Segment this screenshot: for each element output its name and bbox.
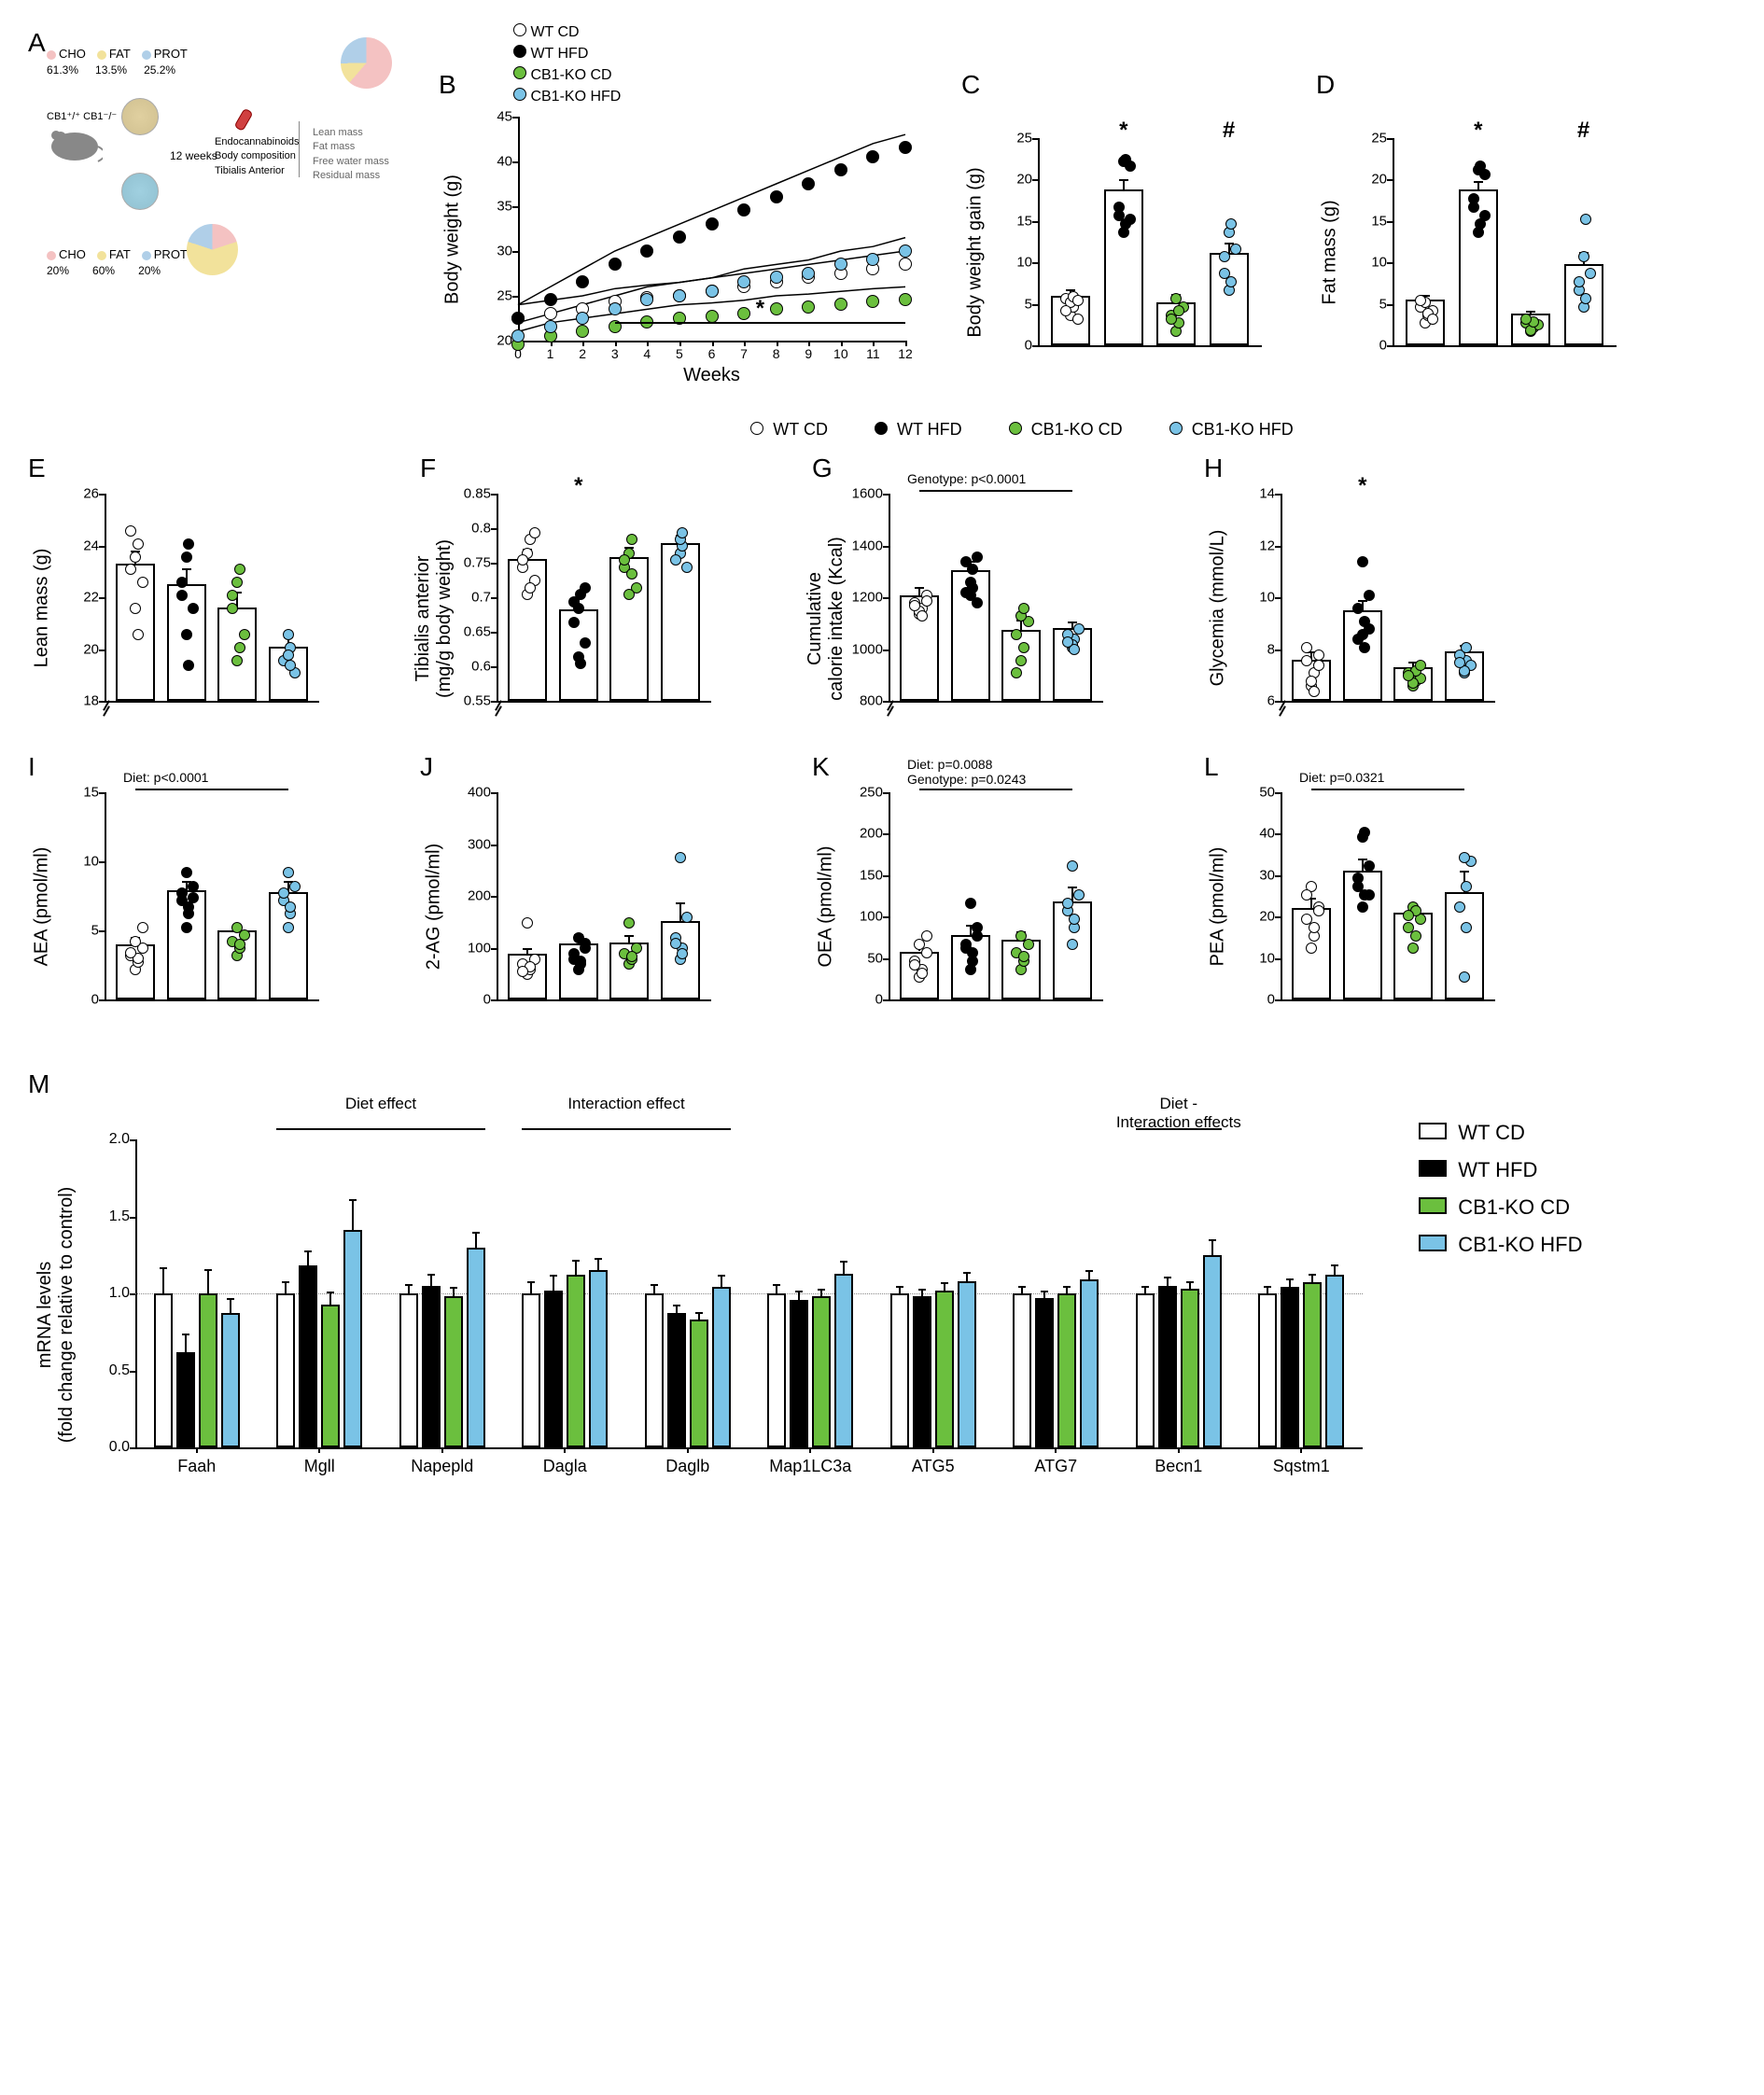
panel-G: G 8001000120014001600Cumulativecalorie i… [831, 468, 1148, 729]
chart-C: 0510152025Body weight gain (g)*# [980, 112, 1269, 373]
diet-dish-bottom [121, 173, 159, 210]
chart-F: 0.550.60.650.70.750.80.85Tibialis anteri… [439, 468, 719, 729]
panel-label-B: B [439, 70, 456, 100]
panel-M: M 0.00.51.01.52.0mRNA levels(fold change… [28, 1083, 1381, 1494]
chart-M: 0.00.51.01.52.0mRNA levels(fold change r… [65, 1083, 1372, 1494]
genotype-label: CB1⁺/⁺ CB1⁻/⁻ [47, 110, 117, 122]
panel-L: L 01020304050PEA (pmol/ml)Diet: p=0.0321 [1223, 766, 1540, 1027]
schematic: CHO FAT PROT 61.3% 13.5% 25.2% CB1⁺ [47, 37, 401, 299]
panel-label-F: F [420, 454, 436, 483]
panel-F: F 0.550.60.650.70.750.80.85Tibialis ante… [439, 468, 756, 729]
row-2: E 1820222426Lean mass (g) F 0.550.60.650… [47, 468, 1736, 729]
chart-L: 01020304050PEA (pmol/ml)Diet: p=0.0321 [1223, 766, 1503, 1027]
prot-dot [142, 50, 151, 60]
nutrition-top: CHO FAT PROT [47, 47, 188, 61]
panel-label-D: D [1316, 70, 1335, 100]
panel-label-I: I [28, 752, 35, 782]
panel-D: D 0510152025Fat mass (g)*# [1316, 112, 1633, 373]
legend-B: WT CD WT HFD CB1-KO CD CB1-KO HFD [513, 23, 621, 105]
diet-dish-top [121, 98, 159, 135]
outputs-list: Lean massFat massFree water massResidual… [313, 126, 389, 184]
duration-label: 12 weeks [170, 149, 217, 162]
panel-A: A CHO FAT PROT 61.3% 13.5% 25.2% [28, 28, 401, 299]
chart-B: 2025303540450123456789101112Body weight … [467, 112, 915, 392]
mouse-icon [47, 126, 103, 163]
panel-label-J: J [420, 752, 433, 782]
cho-dot [47, 50, 56, 60]
row-4: M 0.00.51.01.52.0mRNA levels(fold change… [28, 1083, 1736, 1494]
legend-M: WT CD WT HFD CB1-KO CD CB1-KO HFD [1419, 1121, 1582, 1257]
nutrition-bot-vals: 20% 60% 20% [47, 264, 161, 277]
panel-label-C: C [961, 70, 980, 100]
legend-marker-wthfd [513, 45, 526, 58]
panel-label-H: H [1204, 454, 1223, 483]
chart-K: 050100150200250OEA (pmol/ml)Diet: p=0.00… [831, 766, 1111, 1027]
nutrition-top-vals: 61.3% 13.5% 25.2% [47, 63, 175, 77]
panel-B: B WT CD WT HFD CB1-KO CD CB1-KO HFD 2025… [439, 28, 924, 392]
output-divider [299, 121, 308, 177]
panel-I: I 051015AEA (pmol/ml)Diet: p<0.0001 [47, 766, 364, 1027]
panel-label-G: G [812, 454, 833, 483]
figure-root: A CHO FAT PROT 61.3% 13.5% 25.2% [28, 28, 1736, 1494]
panel-K: K 050100150200250OEA (pmol/ml)Diet: p=0.… [831, 766, 1148, 1027]
measures-list: EndocannabinoidsBody compositionTibialis… [215, 135, 300, 178]
panel-label-K: K [812, 752, 830, 782]
panel-label-L: L [1204, 752, 1219, 782]
pie-bottom [187, 224, 238, 275]
chart-E: 1820222426Lean mass (g) [47, 468, 327, 729]
legend-marker-kocd [513, 66, 526, 79]
row-3: I 051015AEA (pmol/ml)Diet: p<0.0001 J 01… [47, 766, 1736, 1027]
chart-I: 051015AEA (pmol/ml)Diet: p<0.0001 [47, 766, 327, 1027]
panel-H: H 68101214Glycemia (mmol/L)* [1223, 468, 1540, 729]
chart-J: 01002003004002-AG (pmol/ml) [439, 766, 719, 1027]
panel-label-A: A [28, 28, 46, 58]
pie-top [341, 37, 392, 89]
legend-marker-wtcd [513, 23, 526, 36]
panel-label-M: M [28, 1069, 49, 1099]
panel-C: C 0510152025Body weight gain (g)*# [961, 112, 1279, 373]
chart-G: 8001000120014001600Cumulativecalorie int… [831, 468, 1111, 729]
chart-D: 0510152025Fat mass (g)*# [1335, 112, 1624, 373]
panel-E: E 1820222426Lean mass (g) [47, 468, 364, 729]
panel-label-E: E [28, 454, 46, 483]
row-1: A CHO FAT PROT 61.3% 13.5% 25.2% [28, 28, 1736, 392]
nutrition-bot: CHO FAT PROT [47, 247, 188, 261]
legend-marker-kohfd [513, 88, 526, 101]
chart-H: 68101214Glycemia (mmol/L)* [1223, 468, 1503, 729]
fat-dot [97, 50, 106, 60]
shared-legend: WT CD WT HFD CB1-KO CD CB1-KO HFD [308, 420, 1736, 440]
panel-J: J 01002003004002-AG (pmol/ml) [439, 766, 756, 1027]
